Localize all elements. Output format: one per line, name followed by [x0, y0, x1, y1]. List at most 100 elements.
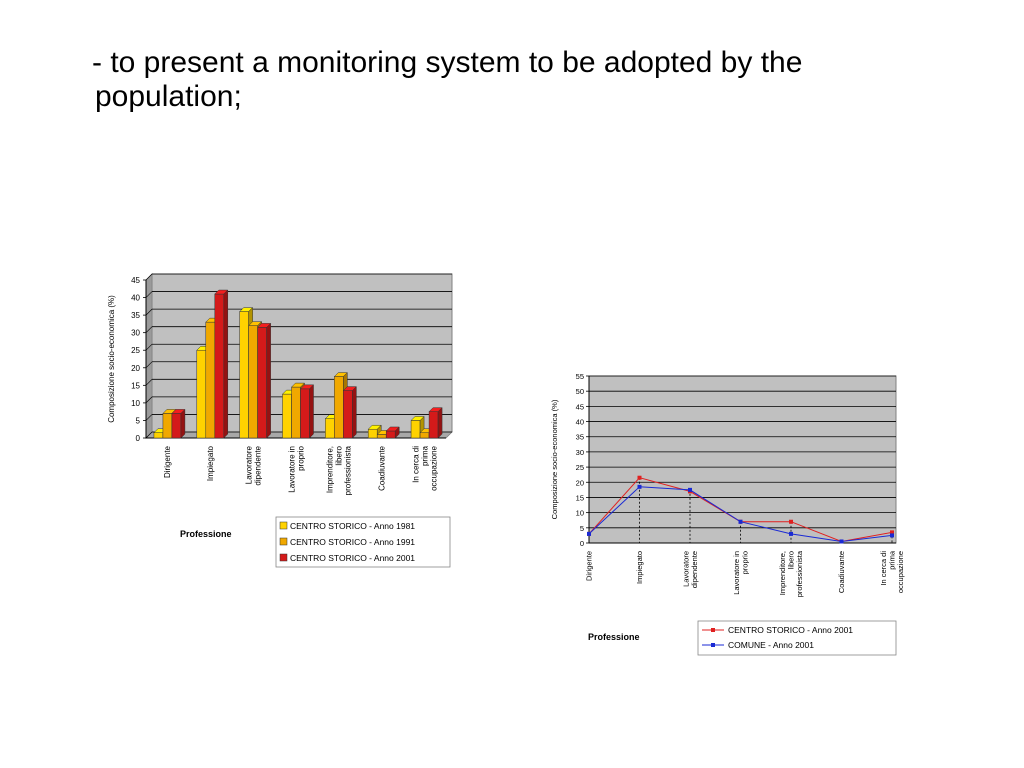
y-tick-label: 45: [131, 276, 140, 285]
y-axis-label: Composizione socio-economica (%): [550, 399, 559, 519]
legend-swatch: [279, 537, 288, 546]
y-tick-label: 55: [576, 372, 584, 381]
x-axis-label: Professione: [588, 632, 640, 642]
bar: [171, 413, 182, 439]
x-tick-label: Impiegato: [635, 551, 644, 584]
gridline-side: [145, 344, 153, 351]
x-tick-label: Imprenditore,liberoprofessionista: [778, 550, 804, 597]
bar: [410, 420, 421, 439]
legend-box: [275, 516, 451, 568]
x-tick-label: Coadiuvante: [378, 445, 387, 490]
legend-marker: [711, 628, 715, 632]
legend-box: [697, 620, 897, 656]
legend-entry: CENTRO STORICO - Anno 1991: [290, 537, 415, 547]
y-tick-label: 15: [131, 381, 140, 390]
legend-entry: CENTRO STORICO - Anno 2001: [290, 553, 415, 563]
bar: [419, 432, 430, 439]
bar: [248, 325, 258, 439]
y-tick-label: 20: [131, 364, 140, 373]
x-tick-label: Dirigente: [163, 445, 172, 478]
y-tick-label: 10: [131, 399, 140, 408]
bar: [376, 434, 387, 439]
slide-bullet-line-1: - to present a monitoring system to be a…: [92, 46, 803, 79]
y-tick-label: 40: [576, 418, 584, 427]
plot-background: [588, 375, 897, 544]
bar: [367, 428, 378, 439]
bar: [325, 418, 335, 439]
y-tick-label: 0: [580, 539, 584, 548]
data-point: [890, 533, 894, 538]
gridline-side: [145, 308, 153, 316]
plot-side-wall: [145, 273, 153, 439]
data-point: [688, 487, 692, 492]
legend-marker: [711, 643, 715, 647]
legend-entry: CENTRO STORICO - Anno 2001: [728, 625, 853, 635]
data-point: [738, 519, 743, 524]
bar: [334, 376, 344, 439]
bar-side: [223, 289, 229, 439]
data-point: [789, 531, 793, 536]
bar-chart: 0 5 10 15 20 25 30 35 40 45 Dirigente Impiegato Lavo…: [107, 273, 453, 568]
legend-swatch: [279, 521, 288, 530]
x-tick-label: Imprenditore,liberoprofessionista: [326, 445, 353, 495]
gridline-side: [145, 326, 153, 333]
data-point: [839, 539, 844, 544]
x-tick-label: Impiegato: [206, 445, 215, 481]
y-tick-label: 15: [576, 493, 584, 502]
bar: [214, 293, 225, 439]
x-tick-label: Dirigente: [585, 551, 594, 581]
y-tick-label: 0: [136, 434, 141, 443]
y-tick-label: 5: [136, 416, 141, 425]
y-tick-label: 5: [580, 524, 584, 533]
data-point: [587, 531, 591, 536]
line-chart: 0 5 10 15 20 25 30 35 40 45 50 55 Dirigente Impiegato…: [550, 372, 905, 656]
gridline-side: [145, 291, 153, 298]
bar: [291, 386, 301, 439]
legend-swatch: [279, 553, 288, 562]
slide-bullet-line-2: population;: [95, 80, 242, 113]
bar: [196, 349, 207, 439]
gridline-side: [145, 396, 153, 404]
bar: [257, 327, 267, 439]
y-tick-label: 45: [576, 402, 584, 411]
x-tick-label: In cerca diprimaoccupazione: [411, 445, 438, 490]
x-tick-label: Lavoratore inproprio: [287, 445, 305, 492]
y-tick-label: 40: [131, 294, 140, 303]
y-tick-label: 25: [131, 346, 140, 355]
bar-side: [180, 408, 186, 439]
bar-side: [437, 407, 443, 439]
x-tick-label: Lavoratoredipendente: [244, 445, 262, 485]
y-axis-label: Composizione socio-economica (%): [107, 295, 116, 423]
bar: [205, 321, 216, 439]
bar: [153, 432, 164, 439]
bar-side: [309, 384, 314, 439]
y-tick-label: 30: [576, 448, 584, 457]
bar: [300, 388, 310, 439]
y-tick-label: 35: [131, 311, 140, 320]
bar-side: [352, 385, 357, 439]
x-tick-label: Lavoratore inproprio: [732, 551, 750, 595]
data-point: [637, 475, 642, 480]
y-tick-label: 35: [576, 433, 584, 442]
gridline-side: [145, 361, 153, 368]
x-axis-label: Professione: [180, 529, 232, 539]
data-point: [789, 519, 793, 524]
slide-bullet-text: - to present a monitoring system to be a…: [92, 46, 952, 114]
bar: [239, 311, 249, 439]
gridline-side: [145, 273, 153, 281]
bar: [343, 390, 353, 439]
y-tick-label: 20: [576, 478, 584, 487]
legend-entry: CENTRO STORICO - Anno 1981: [290, 521, 415, 531]
x-tick-label: Lavoratoredipendente: [681, 551, 699, 588]
bar-side: [394, 426, 400, 439]
y-tick-label: 30: [131, 329, 140, 338]
gridline-side: [145, 431, 153, 439]
bar: [282, 393, 292, 439]
gridline-side: [145, 379, 153, 386]
bar-side: [266, 322, 271, 439]
y-tick-label: 10: [576, 509, 584, 518]
x-tick-label: Coadiuvante: [837, 551, 846, 593]
bar: [428, 411, 439, 439]
data-point: [637, 484, 642, 489]
